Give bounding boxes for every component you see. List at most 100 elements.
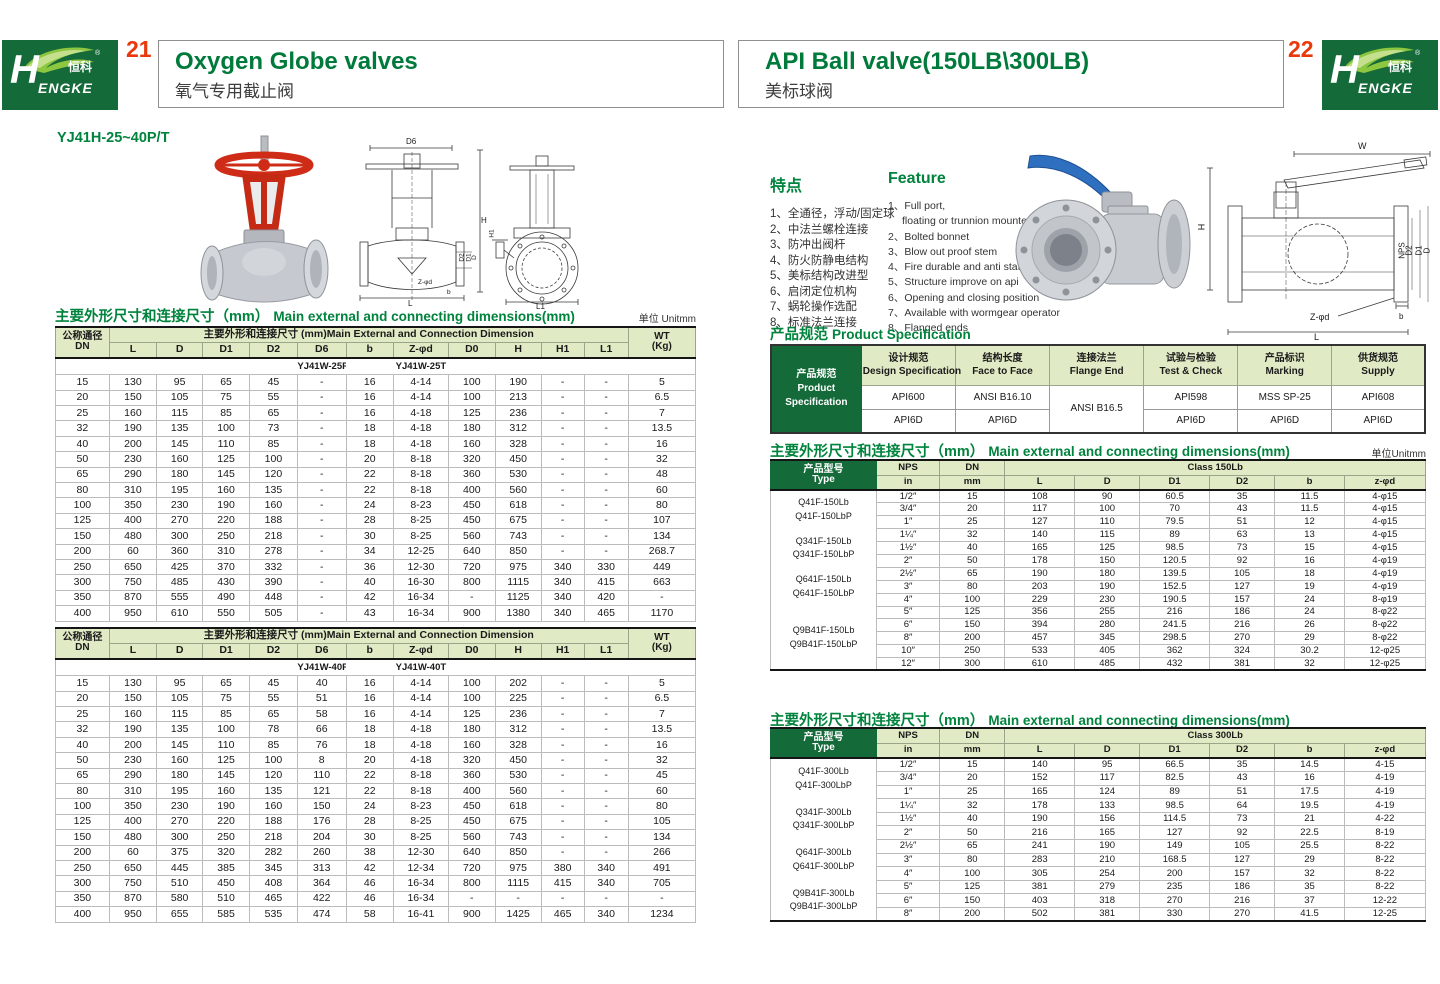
table-cell: 190 — [202, 497, 250, 514]
product-specification-table: 产品规范 Product Specification 设计规范 Design Speci… — [770, 344, 1426, 434]
table-cell: 5 — [627, 675, 697, 692]
table-cell: 743 — [494, 528, 542, 545]
table-cell: 403 — [1004, 893, 1075, 909]
table-cell: NPS — [876, 459, 940, 476]
ball-valve-photo — [1012, 140, 1197, 310]
table-cell: - — [540, 890, 585, 908]
table-cell: 60 — [627, 783, 697, 800]
table-cell: 12-30 — [392, 558, 449, 576]
table-cell: 98.5 — [1139, 798, 1210, 813]
table-cell: - — [583, 844, 629, 861]
logo-chinese: 恒科 — [1388, 60, 1413, 74]
table-cell: 675 — [494, 813, 542, 831]
registered-mark-icon: ® — [1415, 50, 1421, 57]
logo-letter-h: H — [1330, 48, 1359, 92]
table-cell: 12-30 — [392, 844, 449, 861]
table-cell: - — [540, 420, 585, 437]
table-cell: 135 — [248, 783, 298, 800]
table-cell: D1 — [1139, 742, 1210, 759]
table-cell: 450 — [447, 497, 496, 514]
table-cell: 22 — [345, 482, 394, 499]
table-cell: 11.5 — [1274, 489, 1345, 504]
table-cell: - — [583, 813, 629, 831]
table-cell: 750 — [108, 574, 158, 591]
table-cell: 100 — [202, 420, 250, 437]
table-cell: 8-22 — [1343, 852, 1427, 868]
right-title-zh: 美标球阀 — [765, 82, 833, 102]
table-cell: 供货规范 Supply — [1330, 344, 1426, 386]
table-cell: 16 — [1274, 553, 1345, 568]
table-cell: 65 — [202, 374, 250, 391]
table-cell: 400 — [447, 783, 496, 800]
table-cell: 2″ — [876, 825, 940, 841]
table-row: 65 290 180 145 120 110 22 8-18 360 530- -45 — [55, 767, 697, 785]
class300-title-en: Main external and connecting dimensions(… — [988, 713, 1290, 728]
table-cell: 7 — [627, 706, 697, 723]
table-cell: 190 — [108, 721, 158, 738]
table-cell: 65 — [938, 839, 1006, 854]
table-cell: 550 — [202, 605, 250, 622]
table-cell: - — [583, 829, 629, 846]
table-cell: 12-25 — [1343, 907, 1427, 922]
table-cell: 85 — [248, 435, 298, 453]
table-cell: 422 — [296, 890, 347, 908]
table-cell: 360 — [447, 767, 496, 785]
table-row: 3/4″ 20 152 117 82.5 43 16 4-19 — [771, 771, 1427, 786]
table-cell: 345 — [248, 859, 298, 877]
table-cell: 4-φ19 — [1343, 566, 1427, 581]
left-title-zh: 氧气专用截止阀 — [175, 82, 294, 102]
table-cell: 4-19 — [1343, 798, 1427, 813]
table-cell: - — [540, 736, 585, 754]
table-cell: 50 — [938, 553, 1006, 568]
table-row: Q41F-150Lb Q41F-150LbP 1/2″ 15 108 90 60.5 35 11… — [769, 489, 1427, 529]
table-cell: 65 — [938, 566, 1006, 581]
table-cell: - — [540, 752, 585, 769]
table-cell: DN — [938, 727, 1006, 744]
table-cell: 125 — [202, 752, 250, 769]
table-cell: 720 — [447, 558, 496, 576]
table-cell: 160 — [447, 736, 496, 754]
table-cell: 450 — [447, 813, 496, 831]
table-cell: 12-34 — [392, 859, 449, 877]
table-cell: 150 — [938, 618, 1006, 633]
table-cell: 110 — [202, 736, 250, 754]
table-cell: Q341F-300Lb Q341F-300LbP — [769, 798, 878, 840]
table-cell: 415 — [583, 574, 629, 591]
table-cell: 430 — [202, 574, 250, 591]
table-cell: 46 — [345, 890, 394, 908]
dim-label-d2: D2 — [1404, 245, 1414, 256]
table-cell: 800 — [447, 875, 496, 892]
table-cell: 450 — [494, 752, 542, 769]
table-cell: 14.5 — [1274, 757, 1345, 773]
table-cell: - — [583, 736, 629, 754]
table-cell: 320 — [447, 752, 496, 769]
table-cell: 22 — [345, 767, 394, 785]
table-cell: 85 — [248, 736, 298, 754]
table-cell: 585 — [202, 906, 250, 923]
table-cell: Z-φd — [392, 642, 449, 660]
table-cell: 22 — [345, 466, 394, 484]
table-cell: 28 — [345, 813, 394, 831]
table-cell: z-φd — [1343, 742, 1427, 759]
feature-item: 3、防冲出阀杆 — [770, 239, 846, 251]
table-row: 200 60 360 310 278-34 12-25 640 850- -268.7 — [55, 543, 697, 560]
table-cell: 100 — [55, 497, 110, 514]
features-zh: 特点 1、全通径，浮动/固定球 2、中法兰螺栓连接 3、防冲出阀杆 4、防火防静电结构… — [770, 172, 895, 331]
table-cell: 34 — [345, 543, 394, 560]
table-cell: 290 — [108, 767, 158, 785]
table-cell: L — [1004, 474, 1075, 491]
table-cell: 186 — [1208, 879, 1276, 895]
table-cell: 900 — [447, 605, 496, 622]
table-cell: 160 — [156, 451, 204, 468]
class150-section-title: 主要外形尺寸和连接尺寸（mm） Main external and connec… — [770, 440, 1426, 461]
table-cell: 381 — [1073, 907, 1141, 922]
class150-unit-label: 单位Unitmm — [1371, 449, 1426, 460]
table-cell: 30.2 — [1274, 644, 1345, 659]
table-cell: 1125 — [494, 589, 542, 607]
table-cell: - — [296, 374, 347, 391]
table-cell: 204 — [296, 829, 347, 846]
table-cell: 115 — [156, 706, 204, 723]
table-cell: 1/2″ — [876, 489, 940, 504]
table-row: 125 400 270 220 188 176 28 8-25 450 675- -105 — [55, 813, 697, 831]
table-cell: 160 — [108, 405, 158, 422]
